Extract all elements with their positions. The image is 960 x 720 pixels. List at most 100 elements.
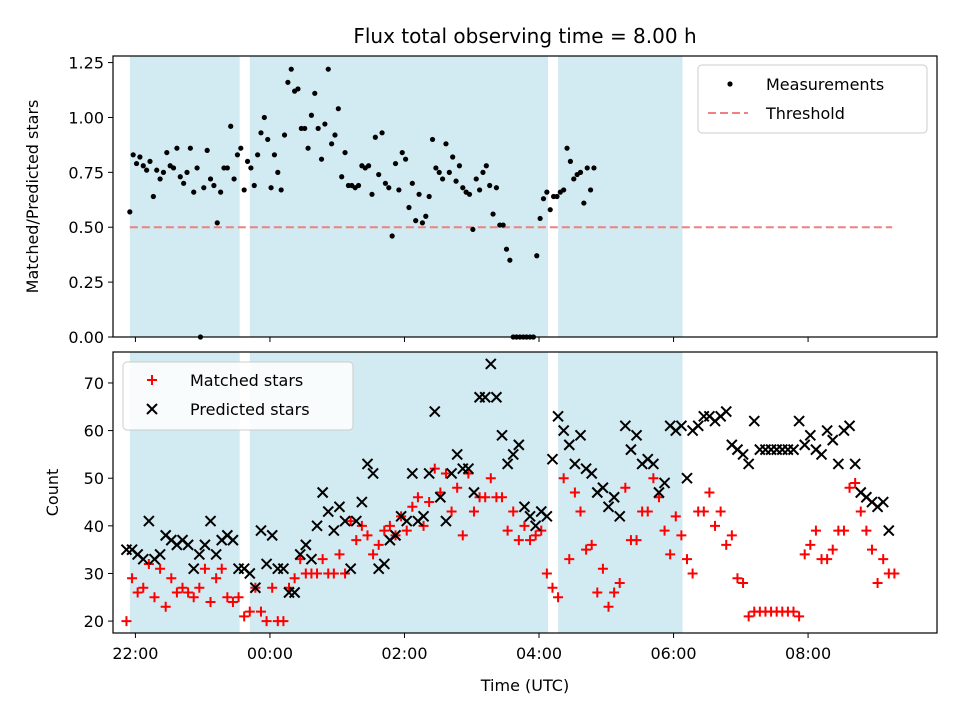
bottom-axes-frame — [112, 351, 938, 634]
measurement-point — [191, 189, 197, 195]
predicted-star-point — [625, 443, 637, 456]
measurement-point — [201, 185, 207, 191]
matched-star-point — [211, 573, 222, 584]
measurement-point — [174, 145, 180, 151]
matched-star-point — [429, 463, 440, 474]
matched-star-point — [149, 592, 160, 603]
measurement-point — [133, 160, 140, 167]
top-y-ticks: 0.00 0.25 0.50 0.75 1.00 1.25 — [68, 54, 113, 347]
predicted-star-point — [322, 505, 334, 518]
matched-star-point — [704, 487, 715, 498]
matched-star-point — [844, 482, 855, 493]
predicted-star-point — [748, 415, 760, 427]
matched-star-point — [855, 506, 866, 517]
measurement-point — [587, 187, 594, 193]
measurement-point — [406, 204, 412, 211]
measurement-point — [315, 125, 321, 132]
matched-star-point — [788, 606, 799, 617]
matched-star-point — [485, 473, 496, 484]
measurement-point — [436, 169, 442, 175]
bottom-x-ticks: 22:00 00:00 02:00 04:00 06:00 08:00 — [112, 633, 831, 663]
chart-title: Flux total observing time = 8.00 h — [353, 24, 696, 48]
matched-star-point — [614, 577, 625, 588]
matched-star-point — [138, 582, 149, 593]
matched-star-point — [721, 539, 732, 550]
y-tick-label: 70 — [84, 374, 104, 393]
measurement-point — [503, 246, 510, 252]
matched-star-point — [805, 539, 816, 550]
matched-star-point — [581, 544, 592, 555]
top-x-ticks — [134, 337, 809, 342]
measurement-point — [312, 90, 318, 96]
y-tick-label: 1.00 — [68, 108, 104, 127]
matched-star-point — [558, 473, 569, 484]
measurement-point — [154, 167, 160, 173]
matched-star-point — [743, 611, 754, 622]
measurement-point — [258, 130, 264, 136]
measurement-point — [540, 196, 547, 202]
count-points — [120, 358, 900, 627]
predicted-star-point — [401, 515, 413, 527]
predicted-star-point — [361, 458, 374, 470]
measurement-point — [170, 165, 177, 171]
measurement-point — [248, 165, 254, 171]
measurement-point — [194, 165, 200, 171]
bottom-legend: Matched stars Predicted stars — [122, 361, 354, 431]
measurement-point — [137, 154, 143, 160]
measurement-point — [403, 156, 409, 162]
predicted-star-point — [681, 472, 693, 484]
measurement-point — [389, 233, 395, 239]
matched-star-point — [569, 487, 580, 498]
predicted-star-point — [266, 529, 278, 542]
matched-star-point — [687, 568, 698, 579]
measurement-point — [355, 182, 362, 189]
predicted-star-point — [429, 405, 441, 418]
predicted-star-point — [288, 586, 301, 599]
measurement-point — [584, 165, 590, 171]
predicted-star-point — [602, 501, 615, 513]
matched-star-point — [435, 487, 446, 498]
measurement-point — [466, 191, 473, 197]
measurement-point — [278, 187, 284, 193]
y-tick-label: 0.25 — [68, 273, 104, 292]
predicted-star-point — [356, 496, 368, 508]
predicted-star-point — [883, 524, 895, 537]
predicted-star-point — [619, 420, 632, 432]
predicted-star-point — [490, 391, 503, 403]
measurement-point — [392, 160, 399, 167]
legend-box — [122, 361, 354, 431]
measurement-point — [433, 165, 439, 171]
predicted-star-point — [277, 562, 290, 575]
matched-star-point — [177, 582, 188, 593]
bottom-y-ticks: 20 30 40 50 60 70 — [84, 374, 113, 631]
predicted-star-point — [597, 482, 609, 494]
predicted-star-point — [451, 448, 463, 461]
matched-star-point — [732, 573, 743, 584]
measurement-point — [271, 152, 278, 158]
predicted-star-point — [445, 467, 458, 480]
y-tick-label: 1.25 — [68, 54, 104, 73]
matched-star-point — [368, 549, 379, 560]
measurement-point — [342, 149, 348, 156]
matched-star-point — [597, 563, 608, 574]
predicted-star-point — [821, 424, 833, 437]
matched-star-point — [261, 616, 272, 627]
measurement-point — [534, 253, 540, 259]
matched-star-point — [468, 506, 479, 517]
matched-star-point — [284, 582, 295, 593]
measurement-point — [335, 106, 341, 112]
matched-star-point — [127, 573, 138, 584]
measurement-point — [204, 147, 210, 153]
measurement-point — [379, 130, 385, 136]
matched-star-point — [312, 568, 323, 579]
predicted-star-point — [137, 553, 149, 565]
measurement-point — [325, 66, 331, 72]
predicted-star-point — [507, 448, 519, 461]
measurement-point — [164, 149, 170, 156]
measurement-point — [423, 213, 429, 219]
predicted-star-point — [518, 501, 531, 513]
predicted-star-point — [799, 439, 811, 451]
matched-star-point — [446, 506, 457, 517]
measurement-point — [308, 112, 315, 118]
measurement-point — [181, 180, 187, 186]
